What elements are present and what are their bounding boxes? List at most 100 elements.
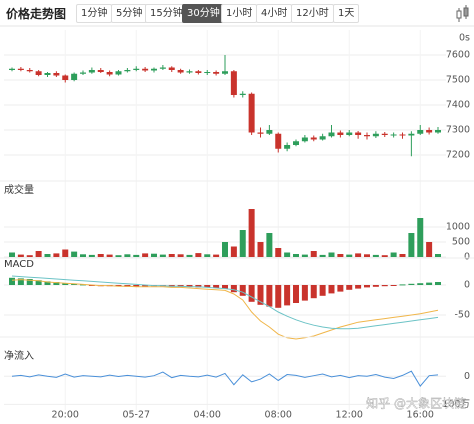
volume-bar <box>364 254 370 257</box>
macd-bar <box>9 277 15 285</box>
interval-tab[interactable]: 1天 <box>333 4 360 23</box>
macd-bar <box>319 285 326 296</box>
macd-bar <box>381 285 388 287</box>
candle-body <box>275 133 282 149</box>
macd-bar <box>71 283 78 285</box>
volume-bar <box>239 230 246 257</box>
macd-bar <box>275 285 282 308</box>
volume-bar <box>133 254 140 257</box>
candle-body <box>408 133 415 136</box>
interval-tab[interactable]: 4小时 <box>256 4 293 23</box>
y-tick-label: 7400 <box>446 100 470 111</box>
volume-bar <box>337 254 344 257</box>
volume-bar <box>310 251 317 257</box>
volume-bar <box>80 254 86 257</box>
volume-bar <box>355 253 362 257</box>
volume-bar <box>151 253 157 257</box>
candle-body <box>426 130 433 133</box>
volume-bar <box>426 242 433 257</box>
macd-bar <box>435 282 441 285</box>
candle-body <box>177 70 184 73</box>
macd-bar <box>44 281 51 285</box>
candle-body <box>151 68 157 71</box>
volume-bar <box>62 249 69 257</box>
macd-bar <box>26 279 33 285</box>
candle-body <box>337 132 344 135</box>
x-tick-label: 20:00 <box>52 410 79 421</box>
volume-bar <box>177 254 184 257</box>
top-bar: 价格走势图 1分钟 5分钟 15分钟 30分钟 1小时 4小时 12小时 1天 <box>0 0 474 26</box>
y-tick-label: 500 <box>452 237 470 248</box>
interval-tab[interactable]: 30分钟 <box>182 4 225 23</box>
candle-body <box>417 130 424 134</box>
volume-bar <box>168 254 175 257</box>
y-tick-label: 1000 <box>446 222 470 233</box>
macd-line <box>11 279 439 340</box>
inflow-line <box>11 370 439 387</box>
volume-bar <box>222 242 228 257</box>
volume-bar <box>115 255 122 257</box>
candle-body <box>17 68 24 70</box>
macd-bar <box>408 283 415 285</box>
macd-bar <box>62 283 69 285</box>
candle-body <box>310 137 317 140</box>
x-tick-label: 04:00 <box>194 410 221 421</box>
candle-body <box>364 135 370 137</box>
macd-bar <box>195 285 202 288</box>
volume-bar <box>35 251 42 257</box>
macd-bar <box>355 285 362 289</box>
macd-bar <box>35 280 42 285</box>
macd-bar <box>337 285 344 292</box>
y-tick-label: 0 <box>464 371 470 382</box>
volume-bar <box>284 252 291 257</box>
interval-tab[interactable]: 12小时 <box>291 4 334 23</box>
candle-body <box>88 70 95 73</box>
volume-bar <box>372 254 379 257</box>
candle-body <box>435 130 441 133</box>
candle-body <box>372 133 379 137</box>
y-tick-label: -100万 <box>439 399 470 410</box>
volume-bar <box>26 255 33 257</box>
volume-bar <box>346 254 353 257</box>
interval-tab[interactable]: 1小时 <box>221 4 258 23</box>
volume-bar <box>417 218 424 257</box>
volume-bar <box>328 252 335 257</box>
interval-tab[interactable]: 1分钟 <box>76 4 113 23</box>
watermark: 知乎 @大象区块链 <box>366 396 466 411</box>
candle-body <box>71 73 78 80</box>
chart-type-icon <box>456 5 469 22</box>
candle-body <box>26 70 33 72</box>
macd-line <box>11 275 439 330</box>
candle-body <box>293 141 299 145</box>
x-tick-label: 05-27 <box>122 410 150 421</box>
volume-bar <box>435 254 441 257</box>
candle-body <box>319 136 326 140</box>
candle-body <box>257 132 264 134</box>
macd-bar <box>213 285 220 288</box>
volume-bar <box>53 253 60 257</box>
interval-tab[interactable]: 15分钟 <box>145 4 188 23</box>
interval-tab[interactable]: 5分钟 <box>111 4 148 23</box>
panel-title: MACD <box>4 259 34 270</box>
volume-bar <box>124 254 131 257</box>
y-tick-label: 7600 <box>446 50 470 61</box>
macd-bar <box>328 285 335 294</box>
candle-body <box>168 67 175 70</box>
macd-bar <box>364 285 370 288</box>
candle-body <box>159 67 166 69</box>
volume-bar <box>275 248 282 257</box>
volume-bar <box>44 254 51 257</box>
macd-bar <box>293 285 299 303</box>
volume-bar <box>186 254 193 257</box>
page-title: 价格走势图 <box>6 7 67 21</box>
candle-body <box>355 132 362 135</box>
y-tick-label: 7500 <box>446 75 470 86</box>
candle-body <box>213 72 220 74</box>
volume-bar <box>195 253 202 257</box>
volume-bar <box>390 252 397 257</box>
volume-bar <box>381 255 388 257</box>
volume-bar <box>257 242 264 257</box>
x-tick-label: 12:00 <box>336 410 363 421</box>
volume-bar <box>230 246 237 257</box>
